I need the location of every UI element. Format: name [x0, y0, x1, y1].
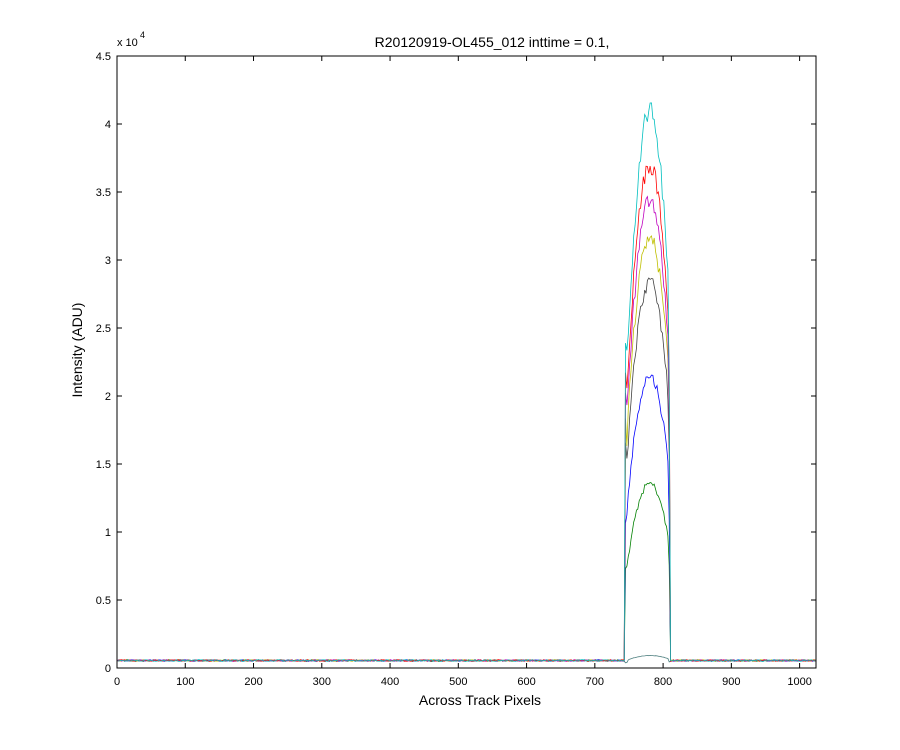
- x-tick-label: 500: [449, 676, 467, 688]
- x-tick-label: 100: [176, 676, 194, 688]
- y-axis-label: Intensity (ADU): [69, 303, 85, 398]
- x-tick-label: 900: [722, 676, 740, 688]
- chart-title: R20120919-OL455_012 inttime = 0.1,: [375, 34, 610, 50]
- x-tick-label: 0: [114, 676, 120, 688]
- y-tick-label: 1: [105, 527, 111, 539]
- x-tick-label: 200: [244, 676, 262, 688]
- series-layer: [117, 102, 816, 664]
- x-tick-label: 800: [654, 676, 672, 688]
- y-tick-label: 0.5: [96, 595, 111, 607]
- series-line: [117, 102, 816, 662]
- y-tick-label: 4.5: [96, 51, 111, 63]
- plot-area: [117, 56, 816, 668]
- y-tick-label: 4: [105, 119, 111, 131]
- x-axis-ticks: 0 100 200 300 400 500 600 700 800 900 1000: [114, 56, 812, 688]
- x-tick-label: 700: [586, 676, 604, 688]
- y-exponent-power: 4: [140, 30, 145, 40]
- axes-box: [116, 55, 817, 669]
- y-tick-label: 2.5: [96, 323, 111, 335]
- y-tick-label: 1.5: [96, 459, 111, 471]
- y-exponent-base: x 10: [117, 37, 138, 49]
- x-tick-label: 300: [313, 676, 331, 688]
- x-tick-label: 600: [517, 676, 535, 688]
- x-axis-label: Across Track Pixels: [419, 692, 541, 708]
- x-tick-label: 1000: [787, 676, 811, 688]
- y-tick-label: 2: [105, 391, 111, 403]
- x-tick-label: 400: [381, 676, 399, 688]
- y-exponent: x 10 4: [117, 30, 145, 49]
- y-tick-label: 0: [105, 663, 111, 675]
- y-axis-ticks: 0 0.5 1 1.5 2 2.5 3 3.5 4 4.5: [96, 51, 816, 675]
- y-tick-label: 3.5: [96, 187, 111, 199]
- y-tick-label: 3: [105, 255, 111, 267]
